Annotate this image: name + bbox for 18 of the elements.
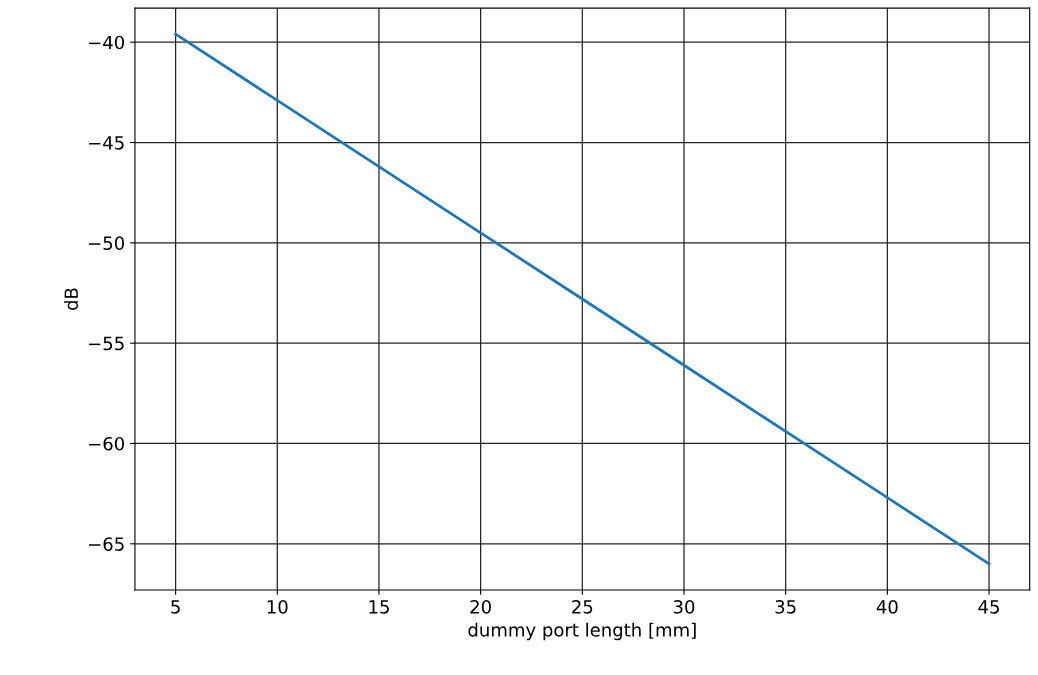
x-tick-label: 45 (978, 600, 999, 614)
line-series (174, 32, 991, 566)
y-tick-label: −45 (89, 136, 124, 150)
x-tick-label: 25 (572, 599, 593, 614)
y-axis-title: dB (64, 288, 79, 310)
x-tick-label: 30 (673, 599, 695, 614)
y-tick-label: −40 (89, 35, 125, 50)
y-tick-label: −55 (89, 336, 124, 351)
x-axis-title: dummy port length [mm] (468, 622, 696, 641)
x-tick-label: 40 (876, 599, 898, 614)
y-tick-label: −50 (89, 236, 125, 250)
y-tick-label: −65 (89, 537, 124, 551)
x-tick-label: 10 (267, 599, 288, 614)
x-tick-label: 5 (171, 600, 180, 614)
x-tick-label: 15 (369, 600, 389, 614)
x-tick-label: 35 (775, 599, 796, 614)
y-tick-label: −60 (89, 436, 125, 451)
x-tick-label: 20 (470, 599, 491, 614)
